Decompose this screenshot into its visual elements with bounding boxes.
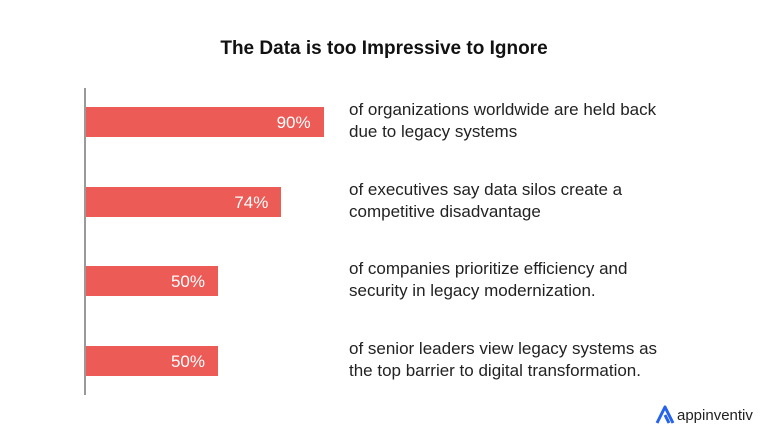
appinventiv-logo-icon bbox=[655, 405, 675, 424]
y-axis-line bbox=[84, 88, 86, 395]
bar-description: of companies prioritize efficiency and s… bbox=[349, 259, 628, 300]
bar: 74% bbox=[86, 187, 282, 217]
bar: 50% bbox=[86, 266, 218, 296]
brand-logo: appinventiv bbox=[655, 405, 753, 425]
bar-description: of organizations worldwide are held back… bbox=[349, 100, 657, 141]
bar: 50% bbox=[86, 346, 218, 376]
bar: 90% bbox=[86, 107, 324, 137]
bar-description: of senior leaders view legacy systems as… bbox=[349, 339, 658, 380]
bar-value-label: 90% bbox=[276, 113, 311, 132]
bar-description: of executives say data silos create a co… bbox=[349, 180, 623, 221]
chart-title: The Data is too Impressive to Ignore bbox=[220, 38, 548, 59]
bar-value-label: 74% bbox=[234, 193, 269, 212]
bar-value-label: 50% bbox=[170, 272, 205, 291]
bar-value-label: 50% bbox=[170, 352, 205, 371]
brand-name: appinventiv bbox=[677, 406, 753, 424]
